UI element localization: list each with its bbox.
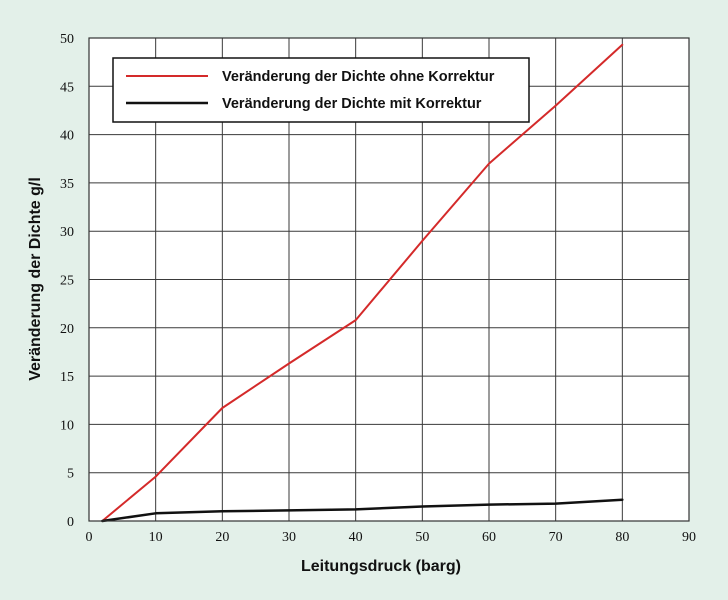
- x-tick-label: 70: [549, 530, 563, 545]
- x-tick-label: 0: [86, 530, 93, 545]
- y-tick-label: 10: [60, 418, 74, 433]
- y-tick-label: 5: [67, 467, 74, 482]
- legend-label-mit-korrektur: Veränderung der Dichte mit Korrektur: [222, 96, 482, 112]
- tick-labels: 0 10 20 30 40 50 60 70 80 90 0 5 10 15 20 25 30 35 40 45 50: [60, 32, 696, 545]
- legend: Veränderung der Dichte ohne Korrektur Ve…: [112, 57, 530, 123]
- y-tick-label: 45: [60, 80, 74, 95]
- legend-box: [112, 57, 530, 123]
- x-tick-label: 50: [415, 530, 429, 545]
- y-tick-label: 40: [60, 129, 74, 144]
- series-line-ohne-korrektur: [101, 43, 624, 522]
- x-tick-label: 60: [482, 530, 496, 545]
- x-axis-title: Leitungsdruck (barg): [301, 558, 461, 575]
- x-tick-label: 40: [349, 530, 363, 545]
- x-tick-label: 20: [215, 530, 229, 545]
- y-tick-label: 20: [60, 322, 74, 337]
- legend-label-ohne-korrektur: Veränderung der Dichte ohne Korrektur: [222, 69, 495, 85]
- y-tick-label: 50: [60, 32, 74, 47]
- series-line-mit-korrektur: [101, 498, 624, 523]
- x-tick-label: 90: [682, 530, 696, 545]
- y-tick-label: 30: [60, 225, 74, 240]
- x-tick-label: 10: [149, 530, 163, 545]
- y-tick-label: 15: [60, 370, 74, 385]
- x-tick-label: 80: [615, 530, 629, 545]
- y-tick-label: 35: [60, 177, 74, 192]
- plot-border: [88, 37, 690, 522]
- y-tick-label: 25: [60, 274, 74, 289]
- y-axis-title: Veränderung der Dichte g/l: [27, 177, 44, 381]
- x-tick-label: 30: [282, 530, 296, 545]
- y-tick-label: 0: [67, 515, 74, 530]
- series-layer: [101, 43, 624, 523]
